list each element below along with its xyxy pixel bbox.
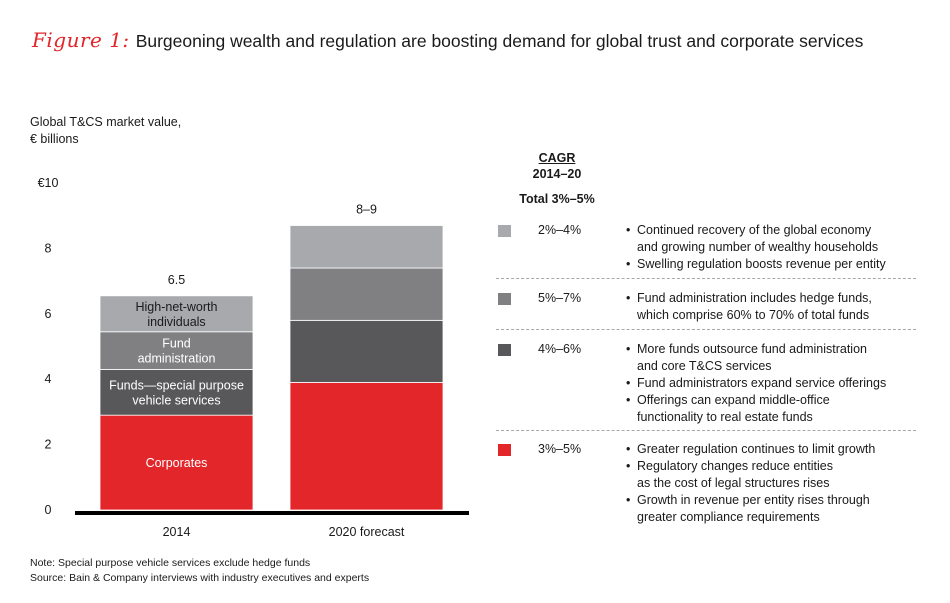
driver-bullet: Offerings can expand middle-officefuncti…	[626, 392, 886, 426]
cagr-rate: 2%–4%	[538, 223, 582, 237]
y-axis-label-line-2: € billions	[30, 132, 79, 146]
cagr-rate: 4%–6%	[538, 342, 582, 356]
driver-list: Continued recovery of the global economy…	[626, 222, 886, 273]
segment-label: vehicle services	[132, 393, 220, 407]
bar-segment-corporates	[289, 382, 444, 511]
legend-swatch	[498, 444, 511, 456]
y-tick-label: 0	[45, 503, 52, 517]
driver-bullet: Growth in revenue per entity rises throu…	[626, 492, 875, 526]
driver-list: More funds outsource fund administration…	[626, 341, 886, 426]
x-tick-label: 2020 forecast	[329, 525, 405, 539]
cagr-total: Total 3%–5%	[519, 192, 595, 206]
source-text: Source: Bain & Company interviews with i…	[30, 572, 370, 584]
bar-total-label: 6.5	[168, 273, 185, 287]
driver-bullet: Continued recovery of the global economy…	[626, 222, 886, 256]
y-tick-label: 2	[45, 438, 52, 452]
segment-label: individuals	[147, 315, 205, 329]
driver-bullet: Fund administration includes hedge funds…	[626, 290, 872, 324]
cagr-period: 2014–20	[532, 167, 582, 181]
figure-title-text: Burgeoning wealth and regulation are boo…	[135, 31, 864, 51]
y-tick-label: €10	[38, 176, 59, 190]
row-divider	[496, 278, 916, 279]
x-tick-label: 2014	[163, 525, 191, 539]
bar-segment-high-net-worth-individuals	[289, 225, 444, 269]
bar-segment-high-net-worth-individuals	[99, 295, 254, 333]
y-axis-label-line-1: Global T&CS market value,	[30, 115, 182, 129]
legend-swatch	[498, 293, 511, 305]
legend-swatch	[498, 225, 511, 237]
driver-bullet: Fund administrators expand service offer…	[626, 375, 886, 392]
driver-list: Greater regulation continues to limit gr…	[626, 441, 875, 526]
segment-label: High-net-worth	[136, 300, 218, 314]
bar-segment-fund-administration	[289, 267, 444, 321]
segment-label: Funds—special purpose	[109, 378, 244, 392]
bar-total-label: 8–9	[356, 203, 377, 217]
segment-label: Corporates	[146, 456, 208, 470]
figure-title: Figure 1: Burgeoning wealth and regulatio…	[32, 28, 863, 52]
row-divider	[496, 430, 916, 431]
figure-label: Figure 1:	[32, 28, 130, 52]
cagr-rate: 5%–7%	[538, 291, 582, 305]
driver-list: Fund administration includes hedge funds…	[626, 290, 872, 324]
driver-bullet: Swelling regulation boosts revenue per e…	[626, 256, 886, 273]
driver-bullet: More funds outsource fund administration…	[626, 341, 886, 375]
driver-bullet: Greater regulation continues to limit gr…	[626, 441, 875, 458]
cagr-title: CAGR	[538, 151, 576, 165]
legend-swatch	[498, 344, 511, 356]
segment-label: Fund	[162, 337, 191, 351]
bar-segment-corporates	[99, 414, 254, 511]
segment-label: administration	[138, 352, 216, 366]
cagr-rate: 3%–5%	[538, 442, 582, 456]
y-axis-label: Global T&CS market value, € billions	[30, 114, 181, 148]
y-tick-label: 6	[45, 307, 52, 321]
row-divider	[496, 329, 916, 330]
cagr-heading: CAGR 2014–20	[512, 150, 602, 182]
footnotes: Note: Special purpose vehicle services e…	[30, 556, 369, 586]
y-tick-label: 8	[45, 241, 52, 255]
y-tick-label: 4	[45, 372, 52, 386]
bar-segment-funds-special-purpose-vehicle-services	[289, 319, 444, 383]
bar-segment-funds-special-purpose-vehicle-services	[99, 368, 254, 416]
note-text: Note: Special purpose vehicle services e…	[30, 557, 311, 569]
